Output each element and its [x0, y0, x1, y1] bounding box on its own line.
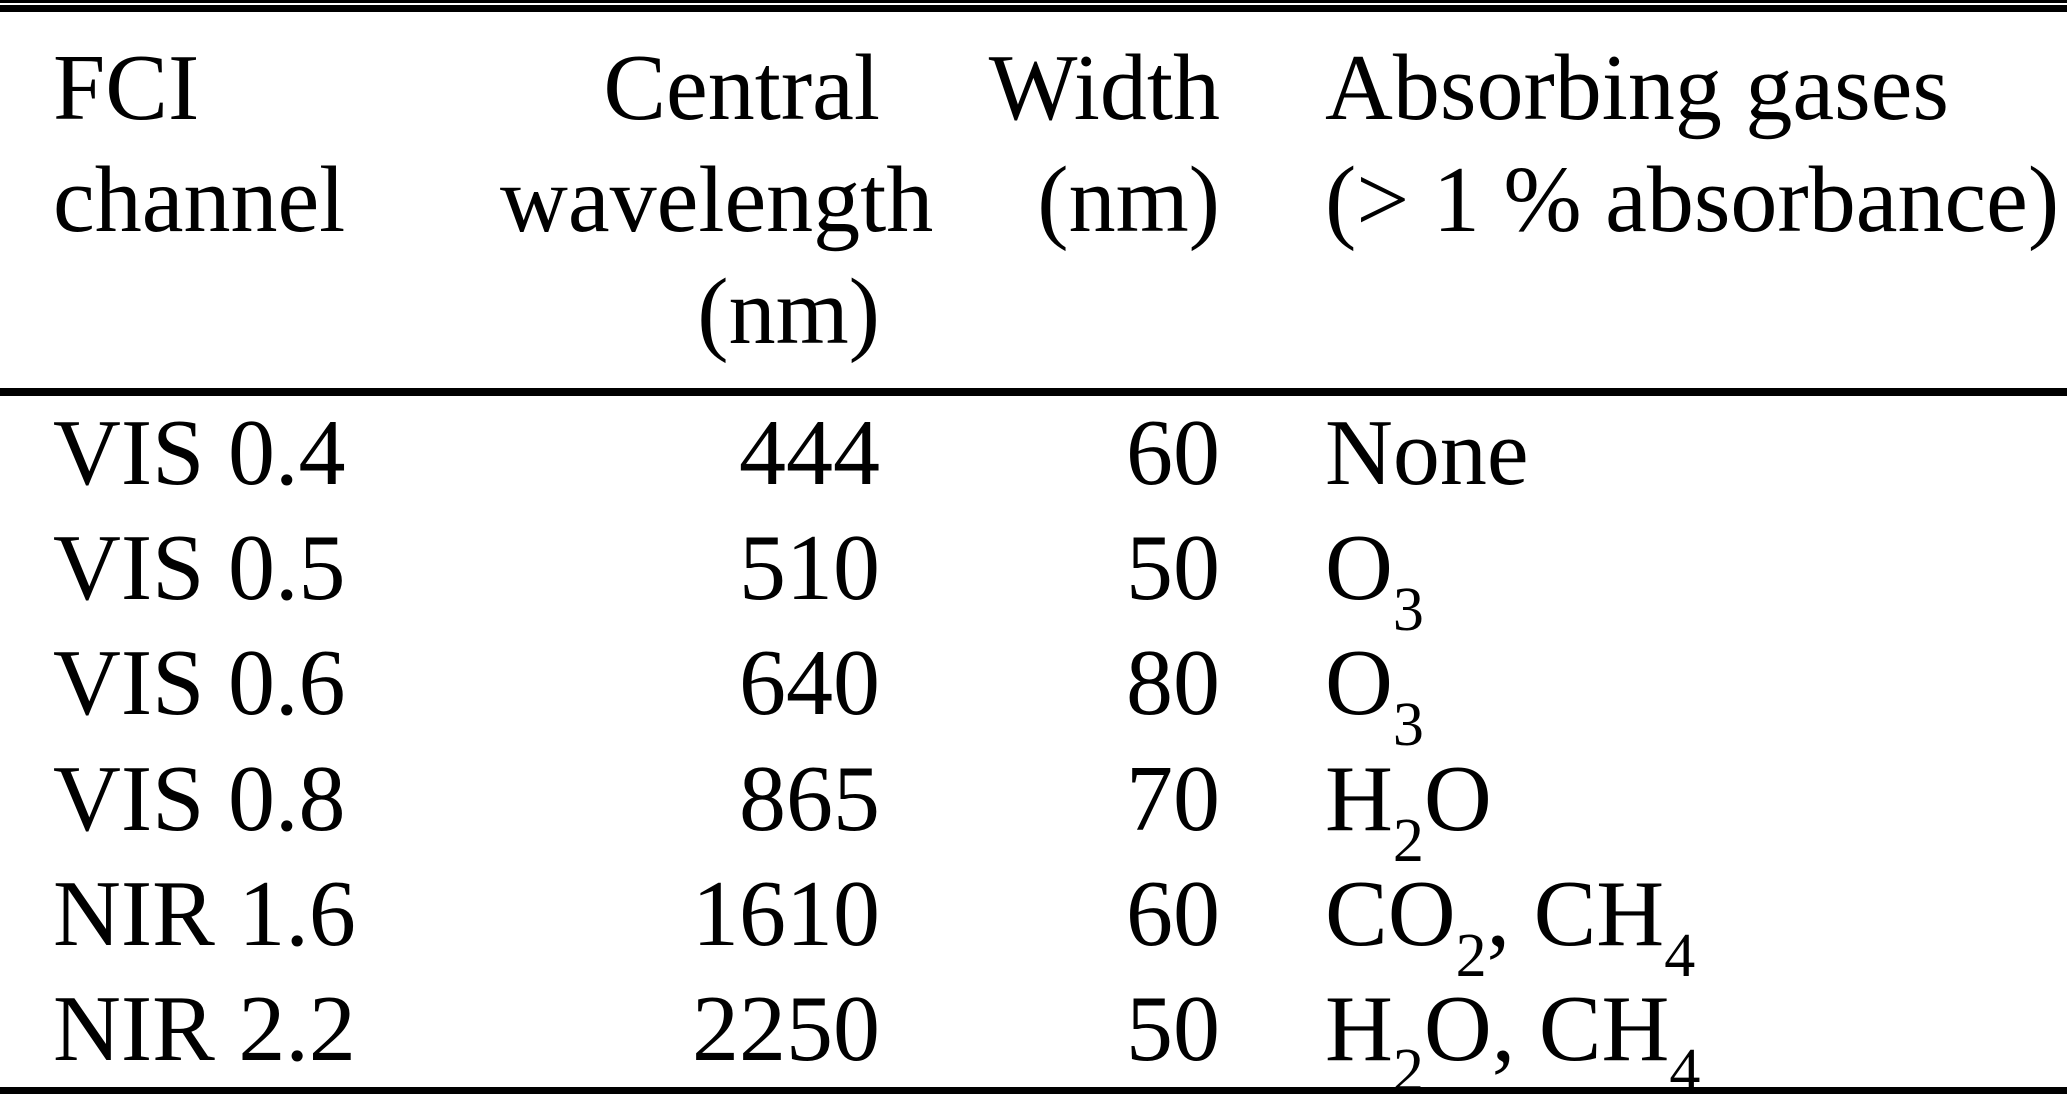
table-bottom-rule: [0, 1087, 2067, 1094]
central-wavelength-cell: 2250: [692, 976, 880, 1081]
header-line: (> 1 % absorbance): [1325, 148, 2060, 252]
col-header-fci-channel: FCI channel: [0, 12, 500, 396]
table-row-vis-0-8: VIS 0.8 865 70 H2O: [0, 741, 2067, 875]
channel-cell: NIR 2.2: [53, 976, 356, 1081]
gases-cell: H2O, CH4: [1325, 976, 1701, 1094]
col-header-width: Width (nm): [880, 12, 1220, 396]
table-row-vis-0-4: VIS 0.4 444 60 None: [0, 392, 2067, 511]
header-line: wavelength: [500, 148, 934, 252]
gases-cell: O3: [1325, 631, 1424, 760]
table-row-vis-0-6: VIS 0.6 640 80 O3: [0, 626, 2067, 760]
width-cell: 60: [1126, 861, 1220, 966]
central-wavelength-cell: 640: [739, 631, 880, 736]
fci-channels-table: FCI channel Central wavelength (nm) Widt…: [0, 12, 2067, 1094]
table-row-nir-2-2: NIR 2.2 2250 50 H2O, CH4: [0, 972, 2067, 1094]
gases-cell: None: [1325, 401, 1529, 506]
header-line: FCI: [53, 36, 200, 140]
header-line: Absorbing gases: [1325, 36, 1949, 140]
table-body: VIS 0.4 444 60 None VIS 0.5 510 50 O3 VI…: [0, 392, 2067, 1094]
col-header-central-wavelength: Central wavelength (nm): [500, 12, 934, 396]
table-row-vis-0-5: VIS 0.5 510 50 O3: [0, 511, 2067, 645]
table-top-rule: [0, 0, 2067, 12]
width-cell: 50: [1126, 976, 1220, 1081]
central-wavelength-cell: 1610: [692, 861, 880, 966]
width-cell: 60: [1126, 401, 1220, 506]
header-line: channel: [53, 148, 346, 252]
central-wavelength-cell: 510: [739, 516, 880, 621]
gases-cell: O3: [1325, 516, 1424, 645]
header-line: Central: [603, 36, 880, 140]
header-line: (nm): [1037, 148, 1220, 252]
col-header-absorbing-gases: Absorbing gases (> 1 % absorbance): [1220, 12, 2067, 396]
header-line: (nm): [697, 260, 880, 364]
central-wavelength-cell: 865: [739, 746, 880, 851]
channel-cell: VIS 0.5: [53, 516, 346, 621]
channel-cell: VIS 0.6: [53, 631, 346, 736]
channel-cell: VIS 0.4: [53, 401, 346, 506]
width-cell: 70: [1126, 746, 1220, 851]
channel-cell: NIR 1.6: [53, 861, 356, 966]
width-cell: 50: [1126, 516, 1220, 621]
header-line: Width: [988, 36, 1220, 140]
central-wavelength-cell: 444: [739, 401, 880, 506]
table-row-nir-1-6: NIR 1.6 1610 60 CO2, CH4: [0, 857, 2067, 990]
gases-cell: CO2, CH4: [1325, 861, 1696, 990]
table-header: FCI channel Central wavelength (nm) Widt…: [0, 12, 2067, 396]
channel-cell: VIS 0.8: [53, 746, 346, 851]
header-row: FCI channel Central wavelength (nm) Widt…: [0, 12, 2067, 396]
gases-cell: H2O: [1325, 746, 1492, 875]
width-cell: 80: [1126, 631, 1220, 736]
